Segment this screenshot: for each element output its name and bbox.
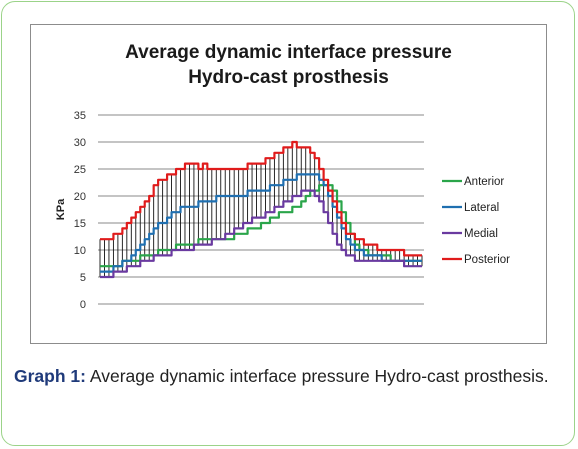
y-tick-label: 20 [74,191,86,203]
caption-label: Graph 1: [14,366,86,386]
series-line-medial [100,189,422,279]
y-tick-label: 5 [80,272,86,284]
chart-area [30,24,547,344]
chart-title-line-2: Hydro-cast prosthesis [188,67,389,88]
legend-label-anterior: Anterior [464,176,504,188]
y-tick-label: 25 [74,164,86,176]
figure-caption: Graph 1: Average dynamic interface press… [14,364,554,388]
y-tick-label: 15 [74,218,86,230]
legend-label-medial: Medial [464,228,498,240]
series-line-lateral [100,173,422,273]
legend-label-lateral: Lateral [464,202,499,214]
legend-label-posterior: Posterior [464,254,510,266]
y-tick-label: 30 [74,137,86,149]
y-tick-label: 10 [74,245,86,257]
y-axis-label: KPa [55,198,67,220]
series-line-posterior [100,140,422,257]
chart-title-line-1: Average dynamic interface pressure [125,42,452,63]
y-tick-label: 35 [74,110,86,122]
chart-title: Average dynamic interface pressure Hydro… [30,40,547,90]
y-tick-label: 0 [80,299,86,311]
caption-text: Average dynamic interface pressure Hydro… [85,366,549,386]
